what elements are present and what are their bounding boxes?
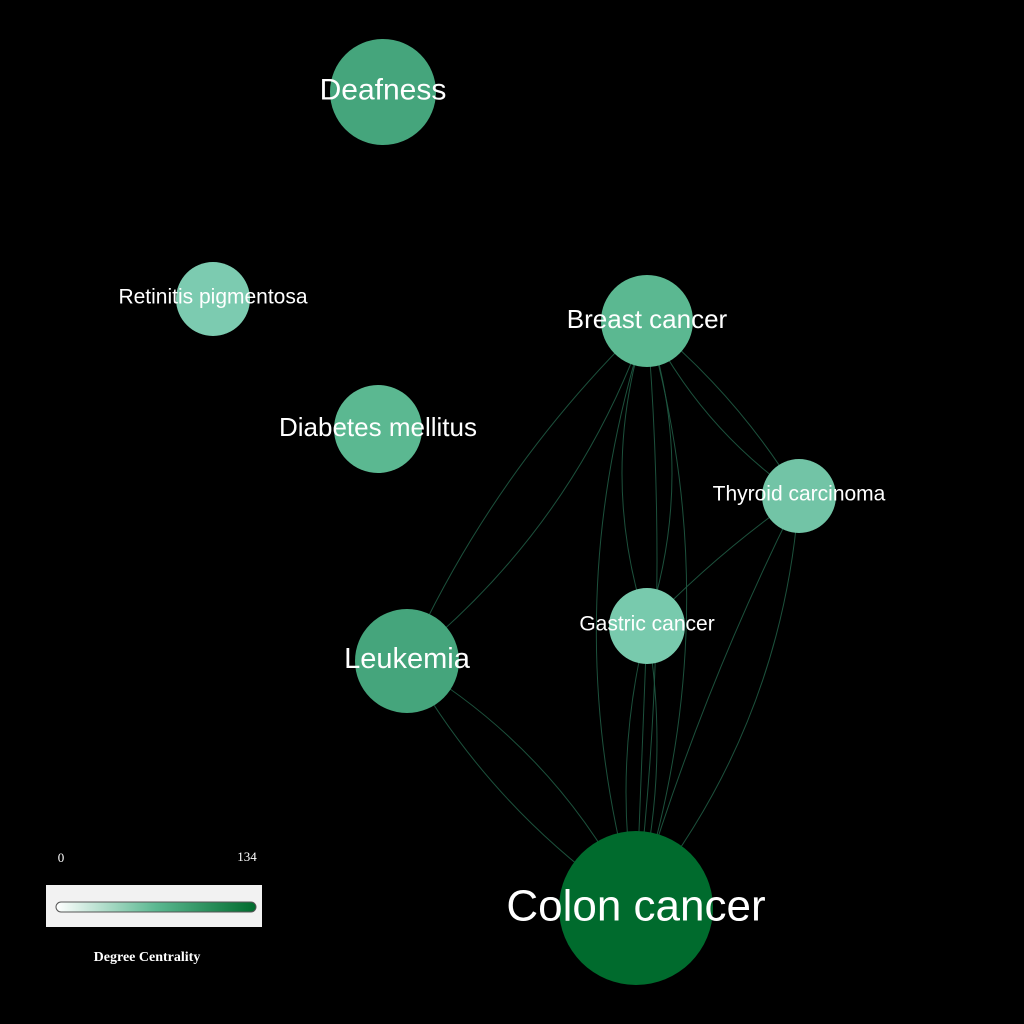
node-gastric[interactable]: Gastric cancer xyxy=(579,588,715,664)
node-breast[interactable]: Breast cancer xyxy=(567,275,728,367)
edge-breast-colon-0 xyxy=(635,320,688,909)
node-label-breast: Breast cancer xyxy=(567,304,728,334)
edge-breast-leukemia-0 xyxy=(406,320,648,662)
node-deafness[interactable]: Deafness xyxy=(320,39,447,145)
node-circle-diabetes[interactable] xyxy=(334,385,422,473)
legend-max-label: 134 xyxy=(237,849,257,864)
node-label-retinitis: Retinitis pigmentosa xyxy=(118,286,307,309)
node-circle-gastric[interactable] xyxy=(609,588,685,664)
node-circle-thyroid[interactable] xyxy=(762,459,836,533)
node-leukemia[interactable]: Leukemia xyxy=(344,609,471,713)
legend-title: Degree Centrality xyxy=(94,950,201,965)
node-diabetes[interactable]: Diabetes mellitus xyxy=(279,385,477,473)
node-circle-breast[interactable] xyxy=(601,275,693,367)
edge-breast-leukemia-1 xyxy=(406,320,648,662)
node-retinitis[interactable]: Retinitis pigmentosa xyxy=(118,262,308,336)
node-label-thyroid: Thyroid carcinoma xyxy=(713,483,886,506)
node-colon[interactable]: Colon cancer xyxy=(506,831,766,985)
nodes-layer: Deafness Retinitis pigmentosa Breast cance… xyxy=(118,39,886,985)
node-circle-deafness[interactable] xyxy=(330,39,436,145)
node-label-leukemia: Leukemia xyxy=(344,643,471,675)
node-circle-leukemia[interactable] xyxy=(355,609,459,713)
node-thyroid[interactable]: Thyroid carcinoma xyxy=(713,459,886,533)
edge-breast-colon-1 xyxy=(595,320,648,909)
node-circle-colon[interactable] xyxy=(559,831,713,985)
node-label-deafness: Deafness xyxy=(320,74,447,107)
node-label-gastric: Gastric cancer xyxy=(579,613,714,636)
legend: 0 134 Degree Centrality xyxy=(46,849,262,965)
node-label-colon: Colon cancer xyxy=(506,882,765,931)
node-circle-retinitis[interactable] xyxy=(176,262,250,336)
node-label-diabetes: Diabetes mellitus xyxy=(279,412,477,442)
legend-min-label: 0 xyxy=(58,850,65,865)
legend-gradient-bar xyxy=(55,901,257,913)
